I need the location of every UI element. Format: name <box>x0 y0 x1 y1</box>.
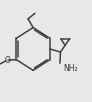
Text: O: O <box>4 56 10 65</box>
Text: NH₂: NH₂ <box>63 64 78 73</box>
